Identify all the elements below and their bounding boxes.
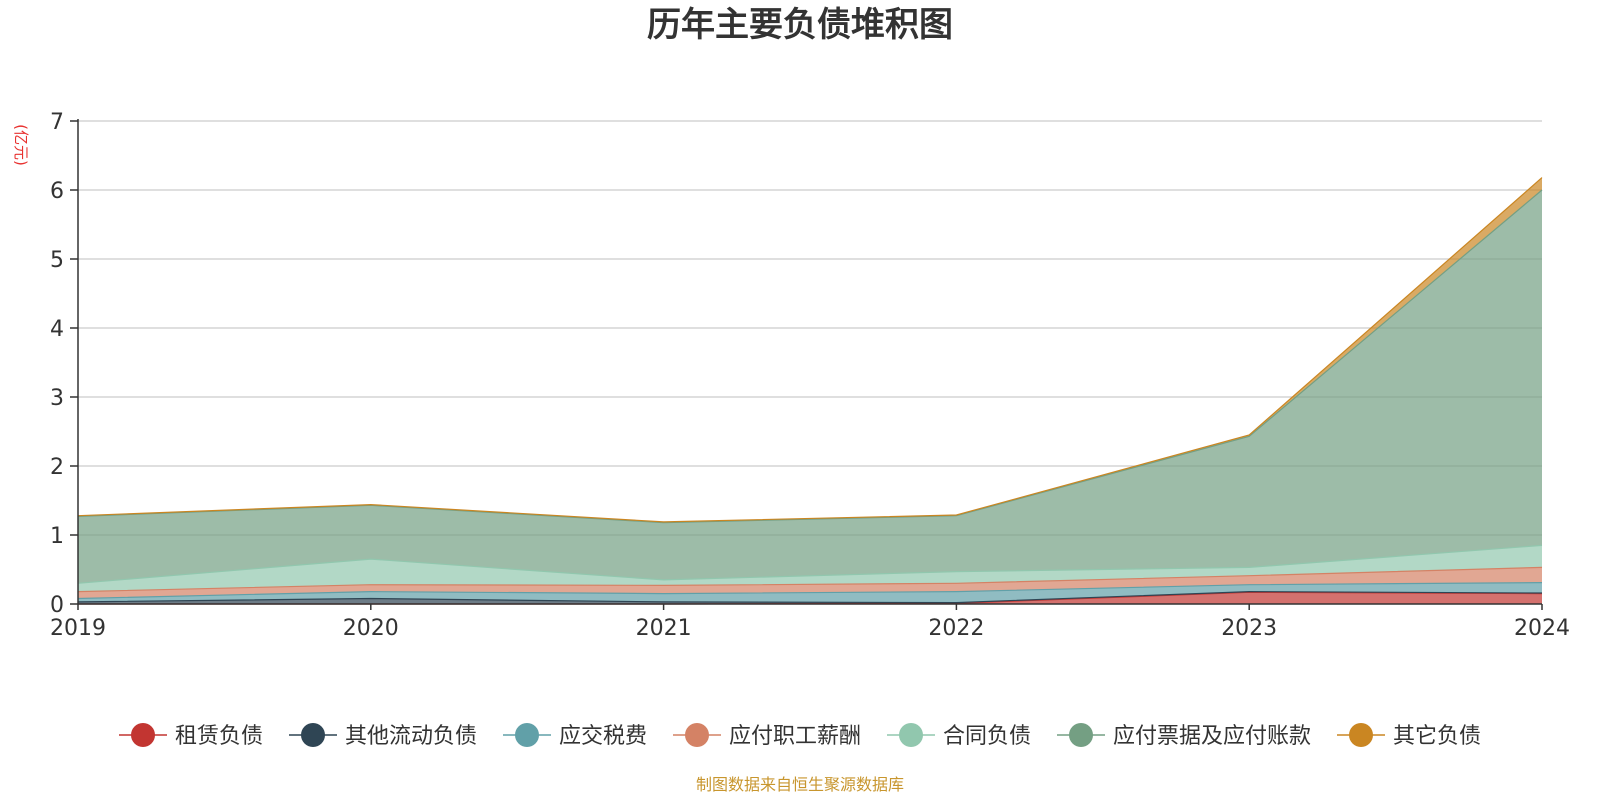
line-应付职工薪酬: [77, 566, 1543, 593]
legend-label: 其他流动负债: [345, 724, 477, 749]
legend-label: 租赁负债: [175, 724, 263, 749]
legend-marker-circle: [1349, 723, 1373, 747]
x-tick-label: 2021: [636, 616, 692, 641]
legend-label: 应付票据及应付账款: [1113, 724, 1311, 749]
legend-label: 应付职工薪酬: [729, 724, 861, 749]
x-tick-label: 2020: [343, 616, 399, 641]
source-note: 制图数据来自恒生聚源数据库: [696, 775, 904, 794]
line-合同负债: [77, 544, 1543, 584]
line-其他流动负债: [77, 590, 1543, 604]
legend-item: 应付票据及应付账款: [1057, 723, 1311, 749]
x-tick-label: 2024: [1514, 616, 1570, 641]
y-tick-label: 6: [50, 179, 64, 204]
x-tick-label: 2019: [50, 616, 106, 641]
grid-lines: [78, 120, 1542, 536]
y-tick-label: 2: [50, 455, 64, 480]
y-tick-label: 4: [50, 317, 64, 342]
y-tick-label: 7: [50, 110, 64, 135]
area-应付票据及应付账款: [78, 190, 1542, 584]
line-应交税费: [77, 582, 1543, 600]
stacked-areas: [78, 177, 1542, 604]
area-应付职工薪酬: [78, 567, 1542, 599]
legend-label: 合同负债: [943, 724, 1031, 749]
y-tick-label: 3: [50, 386, 64, 411]
area-合同负债: [78, 545, 1542, 592]
y-tick-label: 0: [50, 593, 64, 618]
legend-label: 其它负债: [1393, 724, 1481, 749]
legend-item: 应交税费: [503, 723, 647, 749]
legend-marker-circle: [301, 723, 325, 747]
line-应付票据及应付账款: [77, 189, 1543, 524]
line-其它负债: [77, 177, 1543, 523]
y-tick-label: 5: [50, 248, 64, 273]
axes: 0 1 2 3 4 5 6 7 2019 2020 2021 2022 2023 2024: [50, 110, 1570, 641]
chart-title: 历年主要负债堆积图: [647, 5, 953, 45]
legend-marker-circle: [515, 723, 539, 747]
legend: 租赁负债 其他流动负债 应交税费 应付职工薪酬 合同负债 应付票据及应付账款 其它负债: [119, 723, 1481, 749]
legend-marker-circle: [1069, 723, 1093, 747]
y-axis-unit: (亿元): [12, 124, 30, 166]
legend-marker-circle: [131, 723, 155, 747]
y-tick-label: 1: [50, 524, 64, 549]
legend-marker-circle: [899, 723, 923, 747]
legend-item: 合同负债: [887, 723, 1031, 749]
x-tick-label: 2022: [928, 616, 984, 641]
legend-label: 应交税费: [559, 724, 647, 749]
legend-item: 其他流动负债: [289, 723, 477, 749]
legend-item: 应付职工薪酬: [673, 723, 861, 749]
legend-item: 租赁负债: [119, 723, 263, 749]
x-tick-label: 2023: [1221, 616, 1277, 641]
legend-item: 其它负债: [1337, 723, 1481, 749]
legend-marker-circle: [685, 723, 709, 747]
